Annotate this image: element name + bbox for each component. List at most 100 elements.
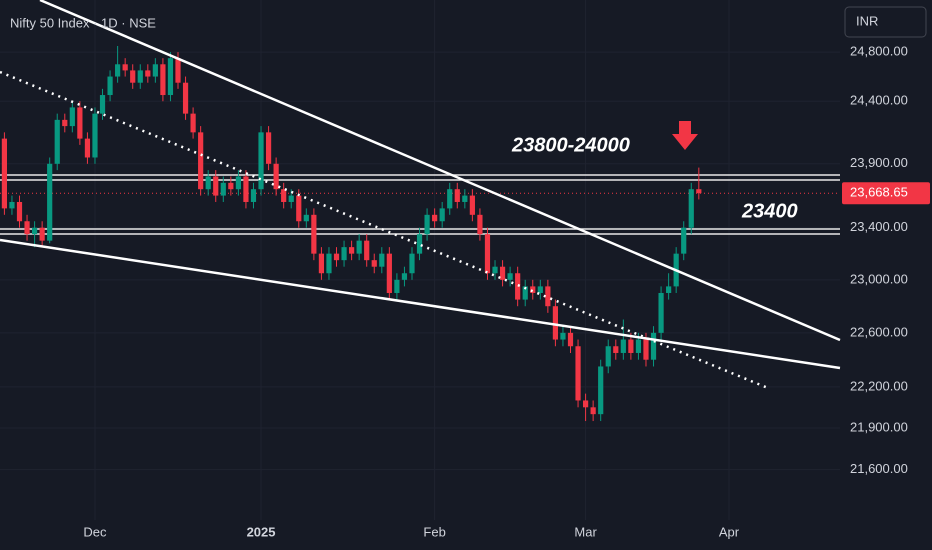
candle-body	[552, 306, 559, 340]
candle-body	[288, 195, 294, 202]
x-tick-label: 2025	[247, 524, 276, 539]
candle-body	[349, 247, 355, 254]
x-tick-label: Apr	[719, 524, 740, 539]
y-tick-label: 22,200.00	[850, 378, 908, 393]
y-tick-label: 21,600.00	[850, 461, 908, 476]
candle-body	[31, 227, 38, 235]
candle-body	[447, 189, 453, 209]
candle-body	[9, 201, 15, 209]
candle-body	[492, 266, 498, 274]
candle-body	[62, 119, 68, 127]
y-tick-label: 23,900.00	[850, 155, 908, 170]
candle-body	[416, 234, 423, 254]
candle-body	[24, 221, 30, 235]
annotation: 23400	[741, 200, 798, 222]
candle-body	[182, 82, 189, 114]
candle-body	[281, 189, 287, 202]
candle-body	[364, 240, 370, 261]
x-tick-label: Feb	[423, 524, 445, 539]
candle-body	[386, 253, 392, 293]
candle-body	[198, 132, 204, 190]
last-price-label: 23,668.65	[850, 185, 908, 200]
y-tick-label: 21,900.00	[850, 419, 908, 434]
candles	[1, 45, 702, 422]
candle-body	[167, 58, 174, 96]
candle-body	[401, 273, 408, 280]
candle-body	[243, 176, 249, 202]
candle-body	[273, 163, 279, 190]
candle-body	[205, 176, 211, 190]
candle-body	[560, 332, 566, 340]
candle-body	[341, 247, 347, 261]
candle-body	[99, 95, 106, 114]
candle-body	[84, 138, 91, 158]
candle-body	[643, 339, 649, 360]
candle-body	[152, 64, 158, 77]
candle-body	[69, 107, 75, 127]
candle-body	[666, 286, 672, 293]
candle-body	[175, 58, 181, 83]
candle-body	[228, 182, 234, 190]
candle-body	[507, 273, 513, 280]
candle-body	[54, 119, 60, 164]
candle-body	[545, 286, 551, 307]
trend-line	[0, 238, 841, 370]
y-tick-label: 22,600.00	[850, 324, 908, 339]
candle-body	[635, 339, 642, 353]
candle-body	[303, 214, 309, 222]
candle-body	[213, 176, 219, 196]
price-axis	[842, 0, 932, 550]
y-tick-label: 23,000.00	[850, 271, 908, 286]
candle-body	[499, 266, 506, 280]
candle-body	[92, 113, 98, 158]
candle-body	[522, 286, 528, 300]
candle-body	[258, 132, 264, 190]
y-tick-label: 23,400.00	[850, 219, 908, 234]
candle-body	[439, 208, 445, 222]
candle-body	[333, 253, 340, 261]
candle-body	[575, 346, 581, 401]
trend-line	[39, 0, 841, 342]
candle-body	[371, 260, 377, 267]
candle-body	[628, 339, 634, 353]
candle-body	[1, 138, 7, 209]
candle-body	[613, 346, 619, 353]
candle-body	[537, 286, 543, 293]
axes: 24,800.00 24,400.00 23,900.00 23,400.00 23,0…	[83, 44, 930, 539]
candle-body	[477, 214, 483, 235]
candle-body	[190, 113, 196, 133]
candle-body	[296, 195, 302, 222]
candle-body	[145, 70, 151, 77]
currency-box[interactable]	[844, 6, 927, 38]
candle-body	[462, 195, 468, 202]
candle-body	[424, 214, 430, 235]
y-tick-label: 24,800.00	[850, 44, 908, 59]
candle-body	[598, 366, 604, 415]
candle-body	[484, 234, 491, 274]
candle-body	[326, 253, 332, 274]
candle-body	[137, 70, 143, 83]
candle-body	[688, 189, 694, 228]
candle-body	[318, 253, 325, 274]
annotation: 23800-24000	[511, 134, 630, 156]
candle-body	[590, 407, 596, 415]
candle-body	[47, 163, 53, 241]
candle-body	[515, 273, 521, 300]
candle-body	[567, 332, 574, 347]
candle-body	[160, 64, 166, 96]
candle-body	[122, 64, 128, 71]
candle-body	[582, 400, 589, 408]
currency[interactable]: INR	[856, 13, 878, 28]
candle-body	[235, 176, 241, 190]
trend-lines	[0, 0, 841, 390]
candle-body	[379, 253, 385, 267]
candle-body	[681, 227, 687, 254]
candle-body	[356, 240, 362, 254]
candle-body	[658, 292, 664, 333]
candle-body	[130, 70, 136, 83]
candle-body	[530, 286, 536, 293]
candle-body	[16, 201, 23, 222]
